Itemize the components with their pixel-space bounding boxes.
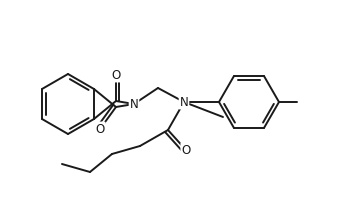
Text: O: O [111,68,121,81]
Text: O: O [95,123,104,136]
Text: N: N [130,97,138,110]
Text: O: O [181,143,191,156]
Text: N: N [180,95,188,108]
